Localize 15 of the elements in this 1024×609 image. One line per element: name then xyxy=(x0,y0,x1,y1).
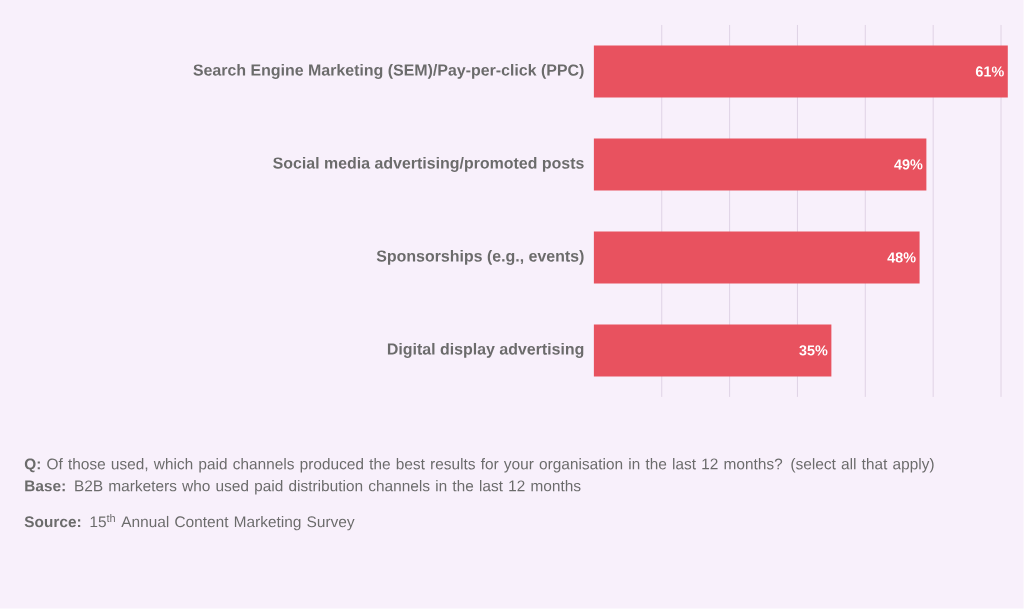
bar xyxy=(593,45,1008,98)
text: Source: 15$^{th}$ Annual Content Marketing Survey xyxy=(24,514,355,531)
data-label: 48% xyxy=(887,252,916,263)
data-label: 61% xyxy=(975,66,1004,77)
y-tick-label: Search Engine Marketing (SEM)/Pay-per-click (PPC) xyxy=(193,64,584,79)
data-label: 35% xyxy=(799,345,828,356)
bar xyxy=(593,138,927,191)
y-tick-label: Social media advertising/promoted posts xyxy=(273,157,584,172)
y-tick-label: Digital display advertising xyxy=(387,343,584,358)
text: Q: Of those used, which paid channels produced the best results for your organisation in the last 12 months? (select all that apply) xyxy=(24,458,934,473)
text: Base: B2B marketers who used paid distribution channels in the last 12 months xyxy=(25,480,581,495)
bar xyxy=(593,231,920,284)
data-label: 49% xyxy=(894,159,923,170)
y-tick-label: Sponsorships (e.g., events) xyxy=(376,250,584,265)
bar xyxy=(593,324,832,377)
